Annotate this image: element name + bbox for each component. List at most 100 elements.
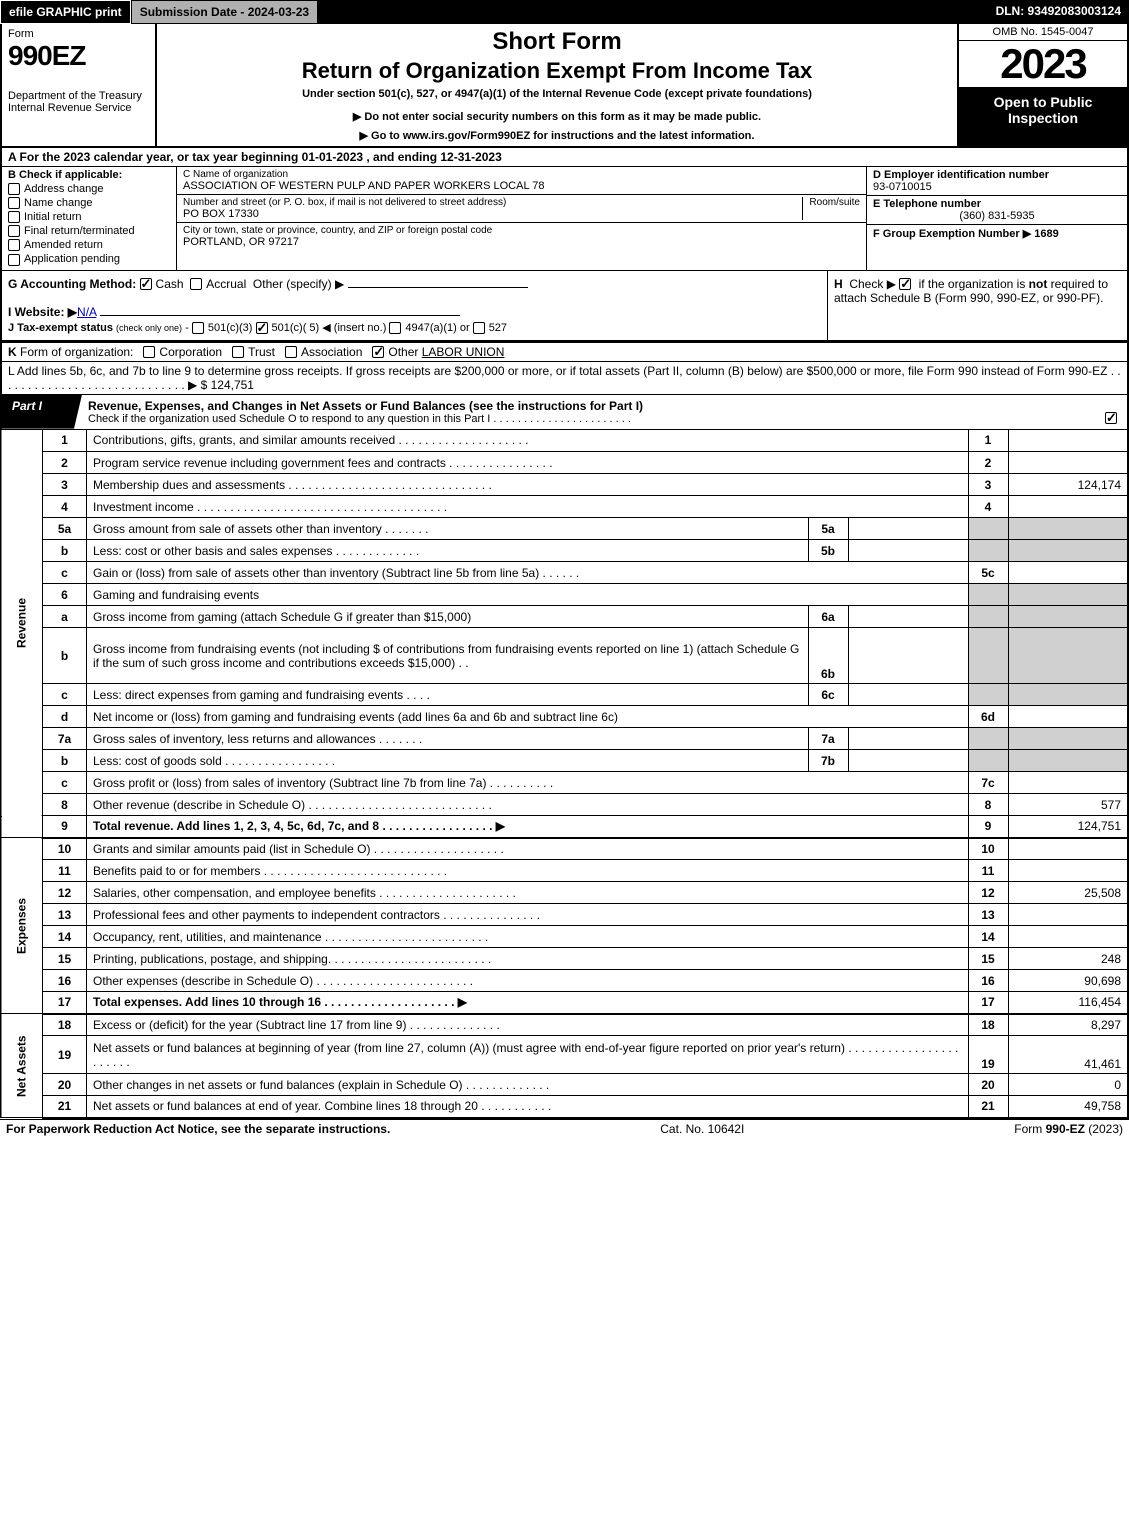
chk-association[interactable] [285, 346, 297, 358]
line-14: 14Occupancy, rent, utilities, and mainte… [1, 926, 1128, 948]
chk-accrual[interactable] [190, 278, 202, 290]
header-right: OMB No. 1545-0047 2023 Open to Public In… [957, 24, 1127, 146]
part1-check[interactable] [1099, 407, 1127, 429]
city-row: City or town, state or province, country… [177, 223, 866, 270]
h-right: H Check ▶ if the organization is not req… [827, 271, 1127, 340]
efile-print-button[interactable]: efile GRAPHIC print [0, 0, 131, 24]
website-value[interactable]: N/A [77, 305, 96, 319]
part1-header: Part I Revenue, Expenses, and Changes in… [0, 395, 1129, 430]
line-4: 4Investment income . . . . . . . . . . .… [1, 496, 1128, 518]
short-form-title: Short Form [165, 28, 949, 56]
submission-date-button[interactable]: Submission Date - 2024-03-23 [131, 0, 318, 24]
chk-h[interactable] [899, 278, 911, 290]
e-label: E Telephone number [873, 198, 981, 210]
e-phone-row: E Telephone number (360) 831-5935 [867, 196, 1127, 225]
inspection-badge: Open to Public Inspection [959, 88, 1127, 146]
line-12: 12Salaries, other compensation, and empl… [1, 882, 1128, 904]
chk-527[interactable] [473, 322, 485, 334]
part1-title: Revenue, Expenses, and Changes in Net As… [82, 395, 1099, 429]
line-16: 16Other expenses (describe in Schedule O… [1, 970, 1128, 992]
org-name: ASSOCIATION OF WESTERN PULP AND PAPER WO… [183, 180, 860, 192]
line-17: 17Total expenses. Add lines 10 through 1… [1, 992, 1128, 1014]
line-13: 13Professional fees and other payments t… [1, 904, 1128, 926]
line-5a: 5aGross amount from sale of assets other… [1, 518, 1128, 540]
chk-name-change[interactable]: Name change [8, 197, 170, 209]
chk-address-change[interactable]: Address change [8, 183, 170, 195]
block-ghij: G Accounting Method: Cash Accrual Other … [0, 271, 1129, 341]
chk-501c3[interactable] [192, 322, 204, 334]
chk-501c[interactable] [256, 322, 268, 334]
lines-table: Revenue 1 Contributions, gifts, grants, … [0, 430, 1129, 1119]
d-ein-row: D Employer identification number 93-0710… [867, 167, 1127, 196]
street-value: PO BOX 17330 [183, 208, 860, 220]
chk-initial-return[interactable]: Initial return [8, 211, 170, 223]
topbar: efile GRAPHIC print Submission Date - 20… [0, 0, 1129, 24]
chk-corporation[interactable] [143, 346, 155, 358]
header-left: Form 990EZ Department of the Treasury In… [2, 24, 157, 146]
line-18: Net Assets 18Excess or (deficit) for the… [1, 1014, 1128, 1036]
line-10: Expenses 10Grants and similar amounts pa… [1, 838, 1128, 860]
line-7b: bLess: cost of goods sold . . . . . . . … [1, 750, 1128, 772]
part1-tab: Part I [2, 395, 82, 429]
i-website: I Website: ▶N/A [8, 305, 821, 319]
line-9: 9Total revenue. Add lines 1, 2, 3, 4, 5c… [1, 816, 1128, 838]
line-15: 15Printing, publications, postage, and s… [1, 948, 1128, 970]
line-6d: dNet income or (loss) from gaming and fu… [1, 706, 1128, 728]
line-6b: bGross income from fundraising events (n… [1, 628, 1128, 684]
form-header: Form 990EZ Department of the Treasury In… [0, 24, 1129, 148]
line-5c: cGain or (loss) from sale of assets othe… [1, 562, 1128, 584]
col-b-title: B Check if applicable: [8, 169, 170, 181]
section-netassets: Net Assets [1, 1014, 43, 1118]
street-row: Number and street (or P. O. box, if mail… [177, 195, 866, 223]
line-20: 20Other changes in net assets or fund ba… [1, 1074, 1128, 1096]
department-label: Department of the Treasury Internal Reve… [8, 90, 149, 114]
form-number: 990EZ [8, 40, 149, 72]
ssn-note: ▶ Do not enter social security numbers o… [165, 110, 949, 123]
f-label: F Group Exemption Number ▶ 1689 [873, 228, 1059, 240]
street-label: Number and street (or P. O. box, if mail… [183, 197, 860, 208]
row-k-org-form: K Form of organization: Corporation Trus… [0, 341, 1129, 362]
line-3: 3Membership dues and assessments . . . .… [1, 474, 1128, 496]
line-19: 19Net assets or fund balances at beginni… [1, 1036, 1128, 1074]
header-center: Short Form Return of Organization Exempt… [157, 24, 957, 146]
footer-form: Form 990-EZ (2023) [1014, 1122, 1123, 1136]
line-7c: cGross profit or (loss) from sales of in… [1, 772, 1128, 794]
goto-link[interactable]: ▶ Go to www.irs.gov/Form990EZ for instru… [165, 129, 949, 142]
under-section: Under section 501(c), 527, or 4947(a)(1)… [165, 88, 949, 100]
part1-sub: Check if the organization used Schedule … [88, 413, 1093, 425]
line-6: 6Gaming and fundraising events [1, 584, 1128, 606]
chk-other-org[interactable] [372, 346, 384, 358]
col-c-org: C Name of organization ASSOCIATION OF WE… [177, 167, 867, 270]
section-expenses: Expenses [1, 838, 43, 1014]
chk-trust[interactable] [232, 346, 244, 358]
line-11: 11Benefits paid to or for members . . . … [1, 860, 1128, 882]
line-1: Revenue 1 Contributions, gifts, grants, … [1, 430, 1128, 452]
chk-amended-return[interactable]: Amended return [8, 239, 170, 251]
dln-label: DLN: 93492083003124 [988, 0, 1129, 24]
footer-left: For Paperwork Reduction Act Notice, see … [6, 1122, 390, 1136]
line-8: 8Other revenue (describe in Schedule O) … [1, 794, 1128, 816]
chk-application-pending[interactable]: Application pending [8, 253, 170, 265]
omb-number: OMB No. 1545-0047 [959, 24, 1127, 41]
j-tax-exempt: J Tax-exempt status (check only one) - 5… [8, 321, 821, 334]
f-group-row: F Group Exemption Number ▶ 1689 [867, 225, 1127, 270]
ein-value: 93-0710015 [873, 181, 932, 193]
chk-cash[interactable] [140, 278, 152, 290]
chk-final-return[interactable]: Final return/terminated [8, 225, 170, 237]
line-21: 21Net assets or fund balances at end of … [1, 1096, 1128, 1118]
row-a-period: A For the 2023 calendar year, or tax yea… [0, 148, 1129, 167]
return-title: Return of Organization Exempt From Incom… [165, 58, 949, 84]
c-label: C Name of organization [183, 169, 860, 180]
tax-year: 2023 [959, 41, 1127, 88]
row-l-gross: L Add lines 5b, 6c, and 7b to line 9 to … [0, 362, 1129, 395]
line-6a: aGross income from gaming (attach Schedu… [1, 606, 1128, 628]
col-b-checkboxes: B Check if applicable: Address change Na… [2, 167, 177, 270]
room-suite-label: Room/suite [802, 197, 860, 220]
city-label: City or town, state or province, country… [183, 225, 860, 236]
line-5b: bLess: cost or other basis and sales exp… [1, 540, 1128, 562]
org-name-row: C Name of organization ASSOCIATION OF WE… [177, 167, 866, 195]
chk-4947[interactable] [389, 322, 401, 334]
g-accounting: G Accounting Method: Cash Accrual Other … [8, 277, 821, 291]
block-bcdef: B Check if applicable: Address change Na… [0, 167, 1129, 271]
ghi-left: G Accounting Method: Cash Accrual Other … [2, 271, 827, 340]
